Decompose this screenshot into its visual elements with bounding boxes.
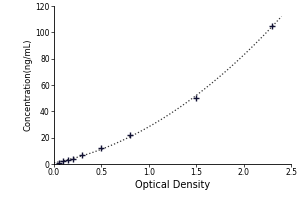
X-axis label: Optical Density: Optical Density [135,180,210,190]
Y-axis label: Concentration(ng/mL): Concentration(ng/mL) [24,39,33,131]
